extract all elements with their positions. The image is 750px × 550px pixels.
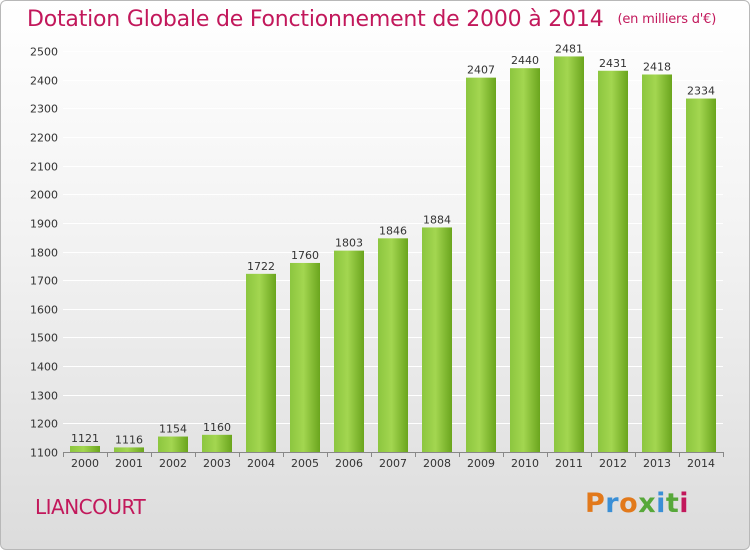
data-label-2010: 2440 xyxy=(511,54,539,67)
logo-letter: x xyxy=(638,488,657,519)
bar-2009 xyxy=(466,77,496,453)
y-tick-label: 1400 xyxy=(30,361,58,374)
y-tick-label: 2400 xyxy=(30,75,58,88)
data-label-2005: 1760 xyxy=(291,249,319,262)
x-tick-label-2004: 2004 xyxy=(247,457,275,470)
data-label-2003: 1160 xyxy=(203,421,231,434)
y-tick-label: 2300 xyxy=(30,103,58,116)
data-label-2012: 2431 xyxy=(599,57,627,70)
bar-2011 xyxy=(554,56,584,453)
data-label-2006: 1803 xyxy=(335,237,363,250)
chart-unit: (en milliers d'€) xyxy=(617,12,717,27)
data-label-2004: 1722 xyxy=(247,260,275,273)
bar-2010 xyxy=(510,68,540,452)
y-tick-label: 1900 xyxy=(30,218,58,231)
x-tick-label-2000: 2000 xyxy=(71,457,99,470)
chart-title: Dotation Globale de Fonctionnement de 20… xyxy=(27,7,716,32)
x-tick-label-2011: 2011 xyxy=(555,457,583,470)
chart-title-text: Dotation Globale de Fonctionnement de 20… xyxy=(27,7,604,32)
x-tick-label-2009: 2009 xyxy=(467,457,495,470)
y-tick-label: 1500 xyxy=(30,332,58,345)
proxiti-logo: Proxiti xyxy=(585,488,689,519)
logo-letter: i xyxy=(656,488,666,519)
x-tick-label-2005: 2005 xyxy=(291,457,319,470)
data-label-2000: 1121 xyxy=(71,432,99,445)
y-tick-label: 2200 xyxy=(30,132,58,145)
x-tick-label-2014: 2014 xyxy=(687,457,715,470)
bars: 1121 1116 1154 1160 1722 1760 1803 1846 1884 2407… xyxy=(70,42,716,453)
town-name: LIANCOURT xyxy=(35,495,146,519)
x-tick-label-2003: 2003 xyxy=(203,457,231,470)
logo-letter: i xyxy=(679,488,690,519)
bar-2012 xyxy=(598,70,628,452)
data-label-2014: 2334 xyxy=(687,85,715,98)
logo-letter: t xyxy=(665,488,680,519)
x-tick-label-2001: 2001 xyxy=(115,457,143,470)
data-label-2002: 1154 xyxy=(159,423,187,436)
bar-2008 xyxy=(422,227,452,452)
x-tick-label-2012: 2012 xyxy=(599,457,627,470)
y-tick-label: 1700 xyxy=(30,275,58,288)
bar-2004 xyxy=(246,273,276,452)
logo-letter: o xyxy=(619,488,639,519)
data-label-2009: 2407 xyxy=(467,64,495,77)
y-tick-label: 2100 xyxy=(30,161,58,174)
y-tick-label: 2500 xyxy=(30,46,58,59)
x-tick-label-2007: 2007 xyxy=(379,457,407,470)
logo-letter: P xyxy=(585,488,606,519)
bar-2013 xyxy=(642,74,672,452)
y-tick-label: 1200 xyxy=(30,418,58,431)
bar-2001 xyxy=(114,447,144,452)
bar-2005 xyxy=(290,262,320,452)
y-tick-label: 1100 xyxy=(30,447,58,460)
y-tick-label: 1600 xyxy=(30,304,58,317)
data-label-2001: 1116 xyxy=(115,433,143,446)
data-label-2013: 2418 xyxy=(643,60,671,73)
x-tick-label-2006: 2006 xyxy=(335,457,363,470)
axes: 1100 1200 1300 1400 1500 1600 1700 1800 1900 2000… xyxy=(30,46,724,470)
x-tick-label-2010: 2010 xyxy=(511,457,539,470)
logo-letter: r xyxy=(605,488,620,519)
bar-2006 xyxy=(334,250,364,452)
y-tick-label: 2000 xyxy=(30,189,58,202)
data-label-2007: 1846 xyxy=(379,224,407,237)
data-label-2008: 1884 xyxy=(423,213,451,226)
bar-2014 xyxy=(686,98,716,452)
y-tick-label: 1300 xyxy=(30,390,58,403)
x-tick-label-2002: 2002 xyxy=(159,457,187,470)
data-label-2011: 2481 xyxy=(555,42,583,55)
bar-2007 xyxy=(378,238,408,452)
bar-2003 xyxy=(202,434,232,452)
bar-2000 xyxy=(70,445,100,452)
bar-2002 xyxy=(158,436,188,452)
x-tick-label-2008: 2008 xyxy=(423,457,451,470)
y-tick-label: 1800 xyxy=(30,247,58,260)
x-tick-label-2013: 2013 xyxy=(643,457,671,470)
